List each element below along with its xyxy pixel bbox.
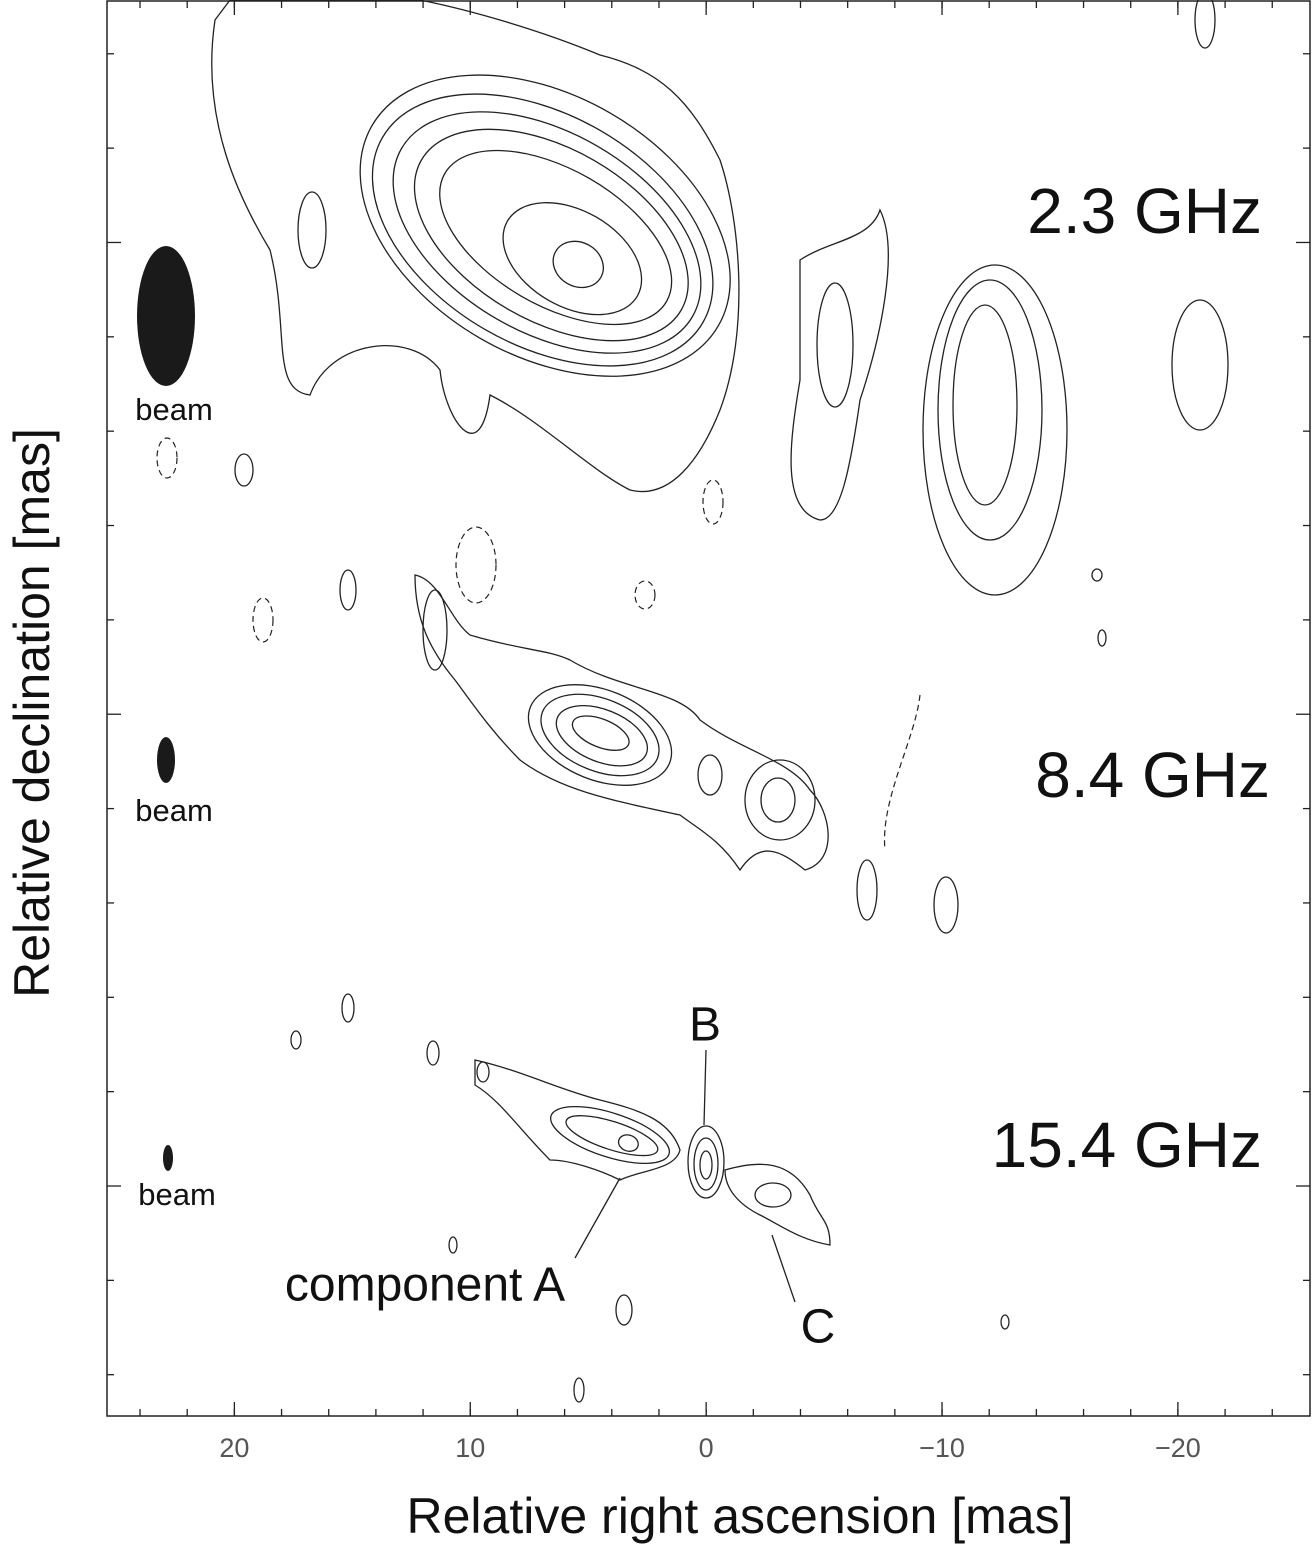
contour [413, 128, 689, 342]
contour [392, 111, 702, 354]
callout-line [574, 1177, 621, 1259]
contour [615, 1294, 633, 1326]
contour [952, 304, 1018, 506]
x-tick-label: −20 [1155, 1433, 1201, 1463]
contour [565, 1115, 659, 1157]
x-tick-label: 20 [219, 1433, 249, 1463]
contour [476, 1061, 490, 1083]
contour [1194, 0, 1216, 49]
contour [414, 574, 829, 872]
contour [816, 282, 854, 408]
contour [439, 149, 673, 326]
contour [856, 859, 878, 921]
beam-label: beam [135, 793, 213, 828]
contour [571, 715, 630, 751]
contour [211, 0, 740, 493]
x-tick-label: 0 [699, 1433, 714, 1463]
contour [1091, 568, 1103, 582]
component-label: B [689, 999, 721, 1052]
contour [573, 1377, 585, 1403]
component-label: C [801, 1301, 836, 1354]
contour [156, 437, 178, 479]
contour [422, 589, 448, 671]
contour [702, 479, 724, 525]
contour [359, 74, 731, 377]
contour [937, 279, 1043, 541]
contour [922, 264, 1068, 596]
beam-ellipse [137, 246, 195, 386]
x-tick-label: −10 [919, 1433, 965, 1463]
contour [455, 526, 497, 604]
x-tick-label: 10 [455, 1433, 485, 1463]
contour [699, 1150, 713, 1180]
callout-line [703, 1049, 707, 1126]
contour [234, 453, 254, 487]
contour [617, 1134, 639, 1152]
contours-2-3ghz [156, 0, 1229, 604]
contour [297, 191, 327, 269]
component-label: component A [285, 1259, 565, 1312]
x-axis-title: Relative right ascension [mas] [407, 1488, 1074, 1544]
contour [552, 240, 604, 289]
contour [724, 1163, 831, 1246]
contour [744, 759, 816, 841]
contour [754, 1182, 792, 1208]
contour [290, 1030, 302, 1050]
contour [687, 1125, 725, 1199]
beam-label: beam [138, 1177, 216, 1212]
frequency-label: 15.4 GHz [992, 1109, 1262, 1181]
contour [1000, 1314, 1010, 1330]
beam-ellipse [163, 1145, 173, 1171]
contour [527, 684, 673, 786]
y-axis-title: Relative declination [mas] [4, 428, 60, 998]
contour [1097, 629, 1107, 647]
contour [371, 93, 714, 367]
contour [883, 694, 921, 851]
beam-ellipse [157, 737, 175, 783]
contours-15-4ghz [290, 993, 1010, 1403]
contour [634, 580, 656, 610]
contour [540, 693, 660, 777]
contour [555, 705, 649, 767]
contour [697, 754, 723, 796]
contour [474, 1059, 681, 1181]
contour [339, 569, 357, 611]
contour [549, 1105, 671, 1165]
contour [693, 1137, 719, 1191]
contours-8-4ghz [252, 568, 1107, 934]
contour [502, 202, 643, 316]
contour [933, 876, 959, 934]
frequency-label: 2.3 GHz [1027, 175, 1262, 247]
contour [1171, 299, 1229, 431]
contour [790, 208, 889, 521]
plot-frame [106, 0, 1311, 1417]
contour [341, 993, 355, 1023]
contour [252, 597, 274, 643]
callout-line [771, 1234, 796, 1303]
contour [760, 777, 796, 823]
frequency-label: 8.4 GHz [1035, 739, 1270, 811]
beam-label: beam [135, 392, 213, 427]
contour [448, 1236, 458, 1254]
contour [426, 1040, 440, 1066]
